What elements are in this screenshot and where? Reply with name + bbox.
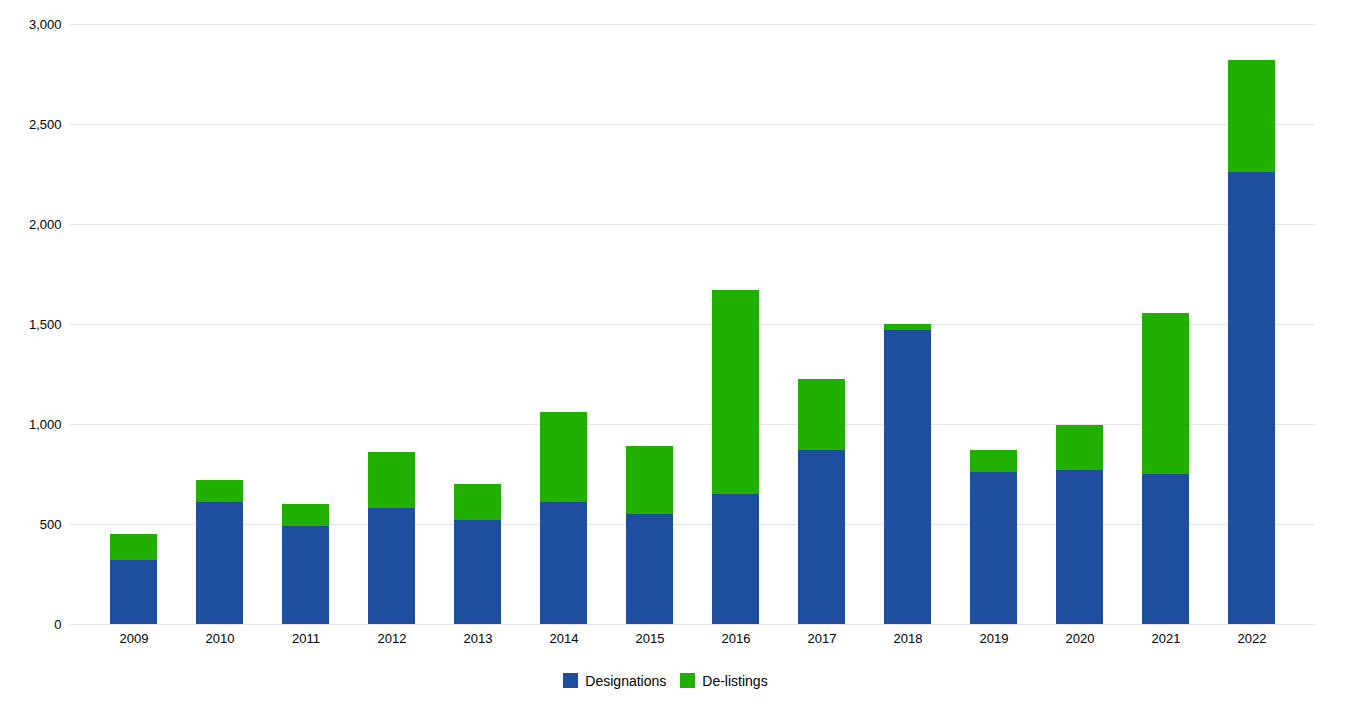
svg-text:2021: 2021 [1152, 631, 1181, 646]
svg-text:2017: 2017 [808, 631, 837, 646]
svg-text:1,000: 1,000 [29, 417, 62, 432]
svg-text:2010: 2010 [206, 631, 235, 646]
svg-text:500: 500 [40, 517, 62, 532]
svg-text:2016: 2016 [722, 631, 751, 646]
svg-text:2020: 2020 [1066, 631, 1095, 646]
svg-text:2014: 2014 [550, 631, 579, 646]
svg-text:0: 0 [54, 617, 61, 632]
svg-text:2015: 2015 [636, 631, 665, 646]
html-text:De-listings: De-listings [702, 672, 768, 689]
svg-text:2022: 2022 [1238, 631, 1267, 646]
svg-text:2009: 2009 [120, 631, 149, 646]
svg-text:2,000: 2,000 [29, 217, 62, 232]
svg-text:1,500: 1,500 [29, 317, 62, 332]
svg-text:2012: 2012 [378, 631, 407, 646]
svg-text:2013: 2013 [464, 631, 493, 646]
svg-text:2018: 2018 [894, 631, 923, 646]
svg-text:2,500: 2,500 [29, 117, 62, 132]
svg-text:2011: 2011 [292, 631, 320, 646]
html-text:Designations: Designations [585, 672, 667, 689]
svg-text:3,000: 3,000 [29, 17, 62, 32]
svg-text:2019: 2019 [980, 631, 1009, 646]
